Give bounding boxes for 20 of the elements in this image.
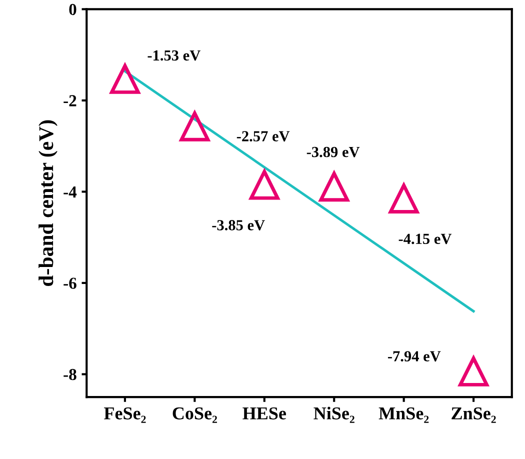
x-tick-label: FeSe₂ <box>104 407 146 423</box>
y-tick-label: 0 <box>69 4 76 16</box>
x-tick-label: CoSe₂ <box>172 407 217 423</box>
data-label: -3.85 eV <box>212 220 265 230</box>
y-tick-label: -6 <box>64 278 76 289</box>
data-label: -7.94 eV <box>388 351 441 362</box>
data-label: -3.89 eV <box>306 146 360 158</box>
data-label: -4.15 eV <box>398 234 452 244</box>
data-label: -1.53 eV <box>148 50 200 61</box>
point <box>319 172 350 202</box>
x-tick-label: HESe <box>242 407 286 420</box>
y-tick-label: -8 <box>64 368 76 380</box>
y-tick-label: -2 <box>64 95 76 106</box>
x-tick-label: ZnSe₂ <box>452 407 496 423</box>
x-tick-label: MnSe₂ <box>378 407 429 423</box>
point <box>249 170 280 200</box>
y-axis-title: d-band center (eV) <box>38 120 58 286</box>
y-tick-label: -4 <box>64 186 77 198</box>
x-tick-label: NiSe₂ <box>314 406 354 423</box>
data-label: -2.57 eV <box>236 131 290 142</box>
